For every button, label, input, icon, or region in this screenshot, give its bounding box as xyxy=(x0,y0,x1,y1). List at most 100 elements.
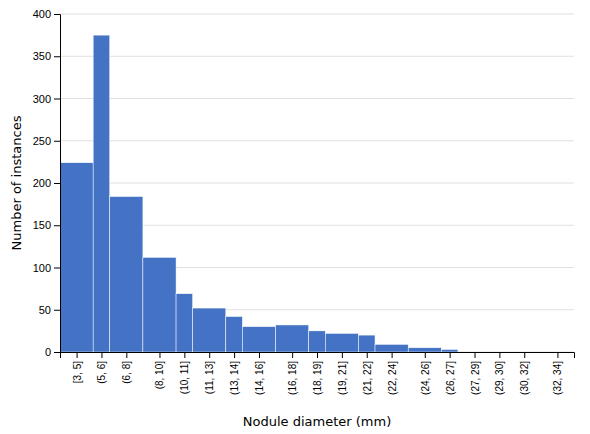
grid-line xyxy=(60,183,574,184)
x-tick-label: (27, 29] xyxy=(470,361,481,395)
x-tick: (5, 6] xyxy=(96,352,107,384)
bar xyxy=(325,333,358,352)
grid-line xyxy=(60,98,574,99)
bar xyxy=(491,352,508,353)
y-tick: 200 xyxy=(33,177,60,189)
y-tick-mark xyxy=(54,56,60,57)
x-tick-mark xyxy=(475,352,476,358)
x-tick-label: (32, 34] xyxy=(552,361,563,395)
y-tick: 250 xyxy=(33,135,60,147)
x-tick: (13, 14] xyxy=(229,352,240,395)
x-tick: (10, 11] xyxy=(179,352,190,394)
bar xyxy=(408,348,441,352)
x-tick-mark xyxy=(392,352,393,358)
y-tick-mark xyxy=(54,183,60,184)
x-tick-label: (5, 6] xyxy=(96,361,107,384)
x-tick: [3, 5] xyxy=(72,352,83,383)
bar xyxy=(226,317,243,352)
y-tick-label: 200 xyxy=(33,177,51,189)
x-axis-line xyxy=(61,353,575,359)
y-axis-line xyxy=(54,15,61,353)
x-tick-mark xyxy=(159,352,160,358)
bar xyxy=(93,35,110,352)
x-tick-label: (22, 24] xyxy=(387,361,398,395)
x-tick-label: (11, 13] xyxy=(204,361,215,394)
x-tick-mark xyxy=(425,352,426,358)
y-tick: 350 xyxy=(33,50,60,62)
x-tick: (29, 30] xyxy=(494,352,505,395)
y-tick-mark xyxy=(54,141,60,142)
x-axis: [3, 5] (5, 6] (6, 8] (8, 10] (10, 11] (11, 13… xyxy=(61,352,575,395)
x-tick-label: (18, 19] xyxy=(312,361,323,395)
x-tick: (24, 26] xyxy=(420,352,431,395)
x-tick: (22, 24] xyxy=(387,352,398,395)
x-tick: (32, 34] xyxy=(552,352,563,395)
x-tick-label: (29, 30] xyxy=(494,361,505,395)
bar xyxy=(176,294,193,352)
y-tick-label: 250 xyxy=(33,135,51,147)
y-axis: 050100150200250300350400 xyxy=(33,8,61,358)
y-tick: 150 xyxy=(33,219,60,231)
bar xyxy=(193,308,226,352)
x-tick: (11, 13] xyxy=(204,352,215,394)
y-tick-mark xyxy=(54,14,60,15)
y-tick-label: 50 xyxy=(39,304,51,316)
x-tick-label: (13, 14] xyxy=(229,361,240,395)
x-tick-label: (30, 32] xyxy=(519,361,530,395)
chart: [3, 5] (5, 6] (6, 8] (8, 10] (10, 11] (11, 13… xyxy=(0,0,590,434)
y-tick-label: 150 xyxy=(33,219,51,231)
bar xyxy=(458,352,491,353)
x-tick-mark xyxy=(184,352,185,358)
x-tick: (27, 29] xyxy=(470,352,481,395)
bar xyxy=(276,325,309,352)
bar xyxy=(358,335,375,352)
x-tick: (21, 22] xyxy=(362,352,373,395)
bar xyxy=(110,197,143,352)
x-tick-label: (19, 21] xyxy=(337,361,348,395)
x-tick-mark xyxy=(126,352,127,358)
bar xyxy=(60,163,93,352)
x-tick-mark xyxy=(367,352,368,358)
y-tick: 400 xyxy=(33,8,60,20)
x-tick: (26, 27] xyxy=(445,352,456,395)
x-tick: (30, 32] xyxy=(519,352,530,395)
x-tick: (18, 19] xyxy=(312,352,323,395)
y-tick-mark xyxy=(54,352,60,353)
x-tick: (8, 10] xyxy=(154,352,165,389)
x-tick-mark xyxy=(234,352,235,358)
x-tick: (16, 18] xyxy=(287,352,298,395)
grid-line xyxy=(60,56,574,57)
x-tick-mark xyxy=(317,352,318,358)
x-tick: (19, 21] xyxy=(337,352,348,395)
bar xyxy=(309,331,326,352)
x-tick-mark xyxy=(77,352,78,358)
y-tick: 300 xyxy=(33,93,60,105)
y-tick-label: 350 xyxy=(33,50,51,62)
x-tick: (14, 16] xyxy=(254,352,265,395)
x-tick-label: (24, 26] xyxy=(420,361,431,395)
bars xyxy=(60,35,458,352)
x-tick-label: (8, 10] xyxy=(154,361,165,390)
x-tick-label: (10, 11] xyxy=(179,361,190,394)
y-tick: 100 xyxy=(33,262,60,274)
grid-line xyxy=(60,14,574,15)
y-tick: 50 xyxy=(39,304,60,316)
bar xyxy=(242,327,275,352)
bar xyxy=(508,352,541,353)
y-tick-label: 400 xyxy=(33,8,51,20)
x-tick-mark xyxy=(499,352,500,358)
grid xyxy=(60,14,574,352)
x-tick-mark xyxy=(450,352,451,358)
x-tick-label: [3, 5] xyxy=(72,361,83,383)
x-tick: (6, 8] xyxy=(121,352,132,384)
y-tick-label: 100 xyxy=(33,262,51,274)
x-tick-label: (26, 27] xyxy=(445,361,456,395)
plot: [3, 5] (5, 6] (6, 8] (8, 10] (10, 11] (11, 13… xyxy=(33,8,575,395)
x-tick-mark xyxy=(209,352,210,358)
x-tick-label: (16, 18] xyxy=(287,361,298,395)
x-tick-mark xyxy=(557,352,558,358)
y-tick-mark xyxy=(54,310,60,311)
bar xyxy=(541,352,574,353)
x-tick-label: (21, 22] xyxy=(362,361,373,395)
y-tick-label: 300 xyxy=(33,93,51,105)
